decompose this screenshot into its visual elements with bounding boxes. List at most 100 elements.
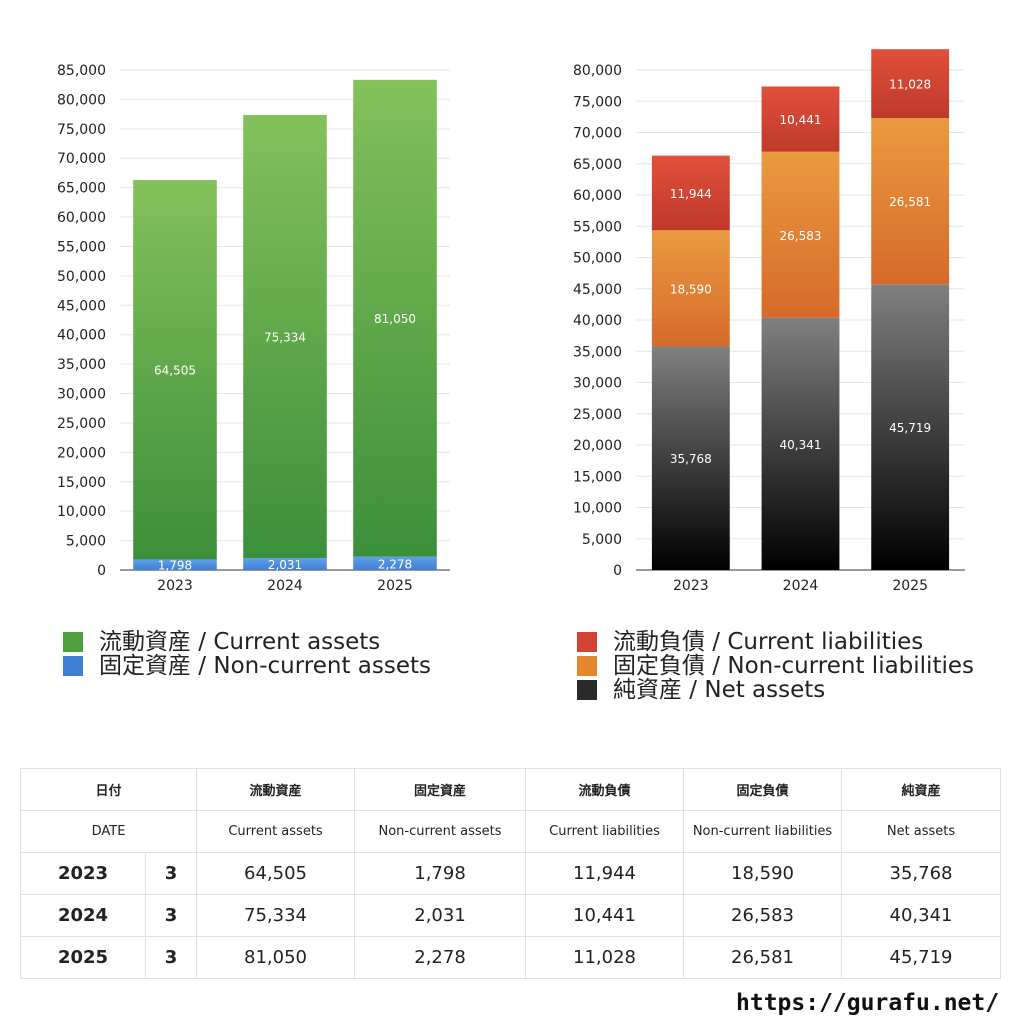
table-cell-month: 3 <box>144 852 198 895</box>
bar-segment <box>761 151 840 318</box>
table-cell: 40,341 <box>841 894 1002 937</box>
y-tick-label: 65,000 <box>57 181 106 197</box>
y-tick-label: 20,000 <box>573 438 622 454</box>
table-header-cell: 固定資産 <box>354 768 527 811</box>
legend-label: 固定負債 / Non-current liabilities <box>613 653 974 679</box>
data-label: 26,581 <box>889 195 931 209</box>
table-cell: 1,798 <box>354 852 527 895</box>
legend-swatch <box>577 656 597 676</box>
liabilities-legend: 流動負債 / Current liabilities 固定負債 / Non-cu… <box>577 630 974 702</box>
y-tick-label: 65,000 <box>573 157 622 173</box>
y-tick-label: 30,000 <box>573 376 622 392</box>
table-header-cell: 流動資産 <box>196 768 356 811</box>
data-label: 2,278 <box>378 557 412 571</box>
bar-segment <box>871 49 950 119</box>
bar-segment <box>761 317 840 570</box>
data-label: 45,719 <box>889 421 931 435</box>
x-tick-label: 2024 <box>783 578 819 594</box>
legend-swatch <box>63 656 83 676</box>
legend-label: 固定資産 / Non-current assets <box>99 653 432 679</box>
legend-item-current-liabilities: 流動負債 / Current liabilities <box>577 630 974 654</box>
bar-segment <box>133 179 217 560</box>
y-tick-label: 20,000 <box>57 445 106 461</box>
table-cell: 26,581 <box>683 936 843 979</box>
bar-segment <box>761 86 840 152</box>
liabilities-chart: 0 5,000 10,000 15,000 20,000 25,000 30,000 35,0… <box>573 49 965 594</box>
bar-segment <box>651 346 730 570</box>
source-url: https://gurafu.net/ <box>736 990 1000 1016</box>
y-tick-label: 40,000 <box>573 313 622 329</box>
table-header-cell: Non-current assets <box>354 810 527 853</box>
bar-segment <box>243 558 327 570</box>
table-header-row-jp: 日付 流動資産 固定資産 流動負債 固定負債 純資産 <box>19 768 1002 811</box>
table-cell-year: 2025 <box>20 936 146 979</box>
y-tick-label: 70,000 <box>57 151 106 167</box>
y-tick-label: 50,000 <box>573 251 622 267</box>
y-tick-label: 10,000 <box>573 501 622 517</box>
assets-legend: 流動資産 / Current assets 固定資産 / Non-current… <box>63 630 431 678</box>
table-cell: 2,278 <box>354 936 527 979</box>
y-tick-label: 0 <box>97 563 106 579</box>
x-tick-label: 2025 <box>892 578 928 594</box>
y-tick-label: 80,000 <box>57 92 106 108</box>
data-label: 11,944 <box>670 187 712 201</box>
table-row: 2023 3 64,505 1,798 11,944 18,590 35,768 <box>20 852 1002 895</box>
y-tick-label: 15,000 <box>57 475 106 491</box>
table-cell: 18,590 <box>683 852 843 895</box>
y-tick-label: 55,000 <box>573 219 622 235</box>
table-cell: 11,028 <box>525 936 685 979</box>
table-row: 2025 3 81,050 2,278 11,028 26,581 45,719 <box>20 936 1002 979</box>
legend-item-net-assets: 純資産 / Net assets <box>577 678 974 702</box>
y-tick-label: 35,000 <box>57 357 106 373</box>
table-cell: 81,050 <box>196 936 356 979</box>
y-tick-label: 75,000 <box>573 94 622 110</box>
bar-segment <box>651 230 730 347</box>
y-tick-label: 25,000 <box>57 416 106 432</box>
table-header-cell: 流動負債 <box>525 768 685 811</box>
y-tick-label: 80,000 <box>573 63 622 79</box>
y-tick-label: 70,000 <box>573 126 622 142</box>
table-header-cell: Current liabilities <box>525 810 685 853</box>
table-header-date-en: DATE <box>19 810 198 853</box>
table-row: 2024 3 75,334 2,031 10,441 26,583 40,341 <box>20 894 1002 937</box>
bar-segment <box>871 284 950 570</box>
table-header-cell: Non-current liabilities <box>683 810 843 853</box>
table-header-cell: Current assets <box>196 810 356 853</box>
bar-segment <box>353 79 437 557</box>
y-tick-label: 45,000 <box>57 298 106 314</box>
table-cell: 75,334 <box>196 894 356 937</box>
y-tick-label: 75,000 <box>57 122 106 138</box>
y-tick-label: 30,000 <box>57 387 106 403</box>
data-label: 10,441 <box>780 113 822 127</box>
legend-swatch <box>577 680 597 700</box>
legend-label: 流動負債 / Current liabilities <box>613 629 924 655</box>
y-tick-label: 45,000 <box>573 282 622 298</box>
table-header-date-jp: 日付 <box>19 768 198 811</box>
y-tick-label: 85,000 <box>57 63 106 79</box>
legend-swatch <box>577 632 597 652</box>
y-tick-label: 5,000 <box>66 534 106 550</box>
table-header-cell: Net assets <box>841 810 1002 853</box>
bar-segment <box>871 118 950 285</box>
data-label: 75,334 <box>264 330 306 344</box>
table-cell: 35,768 <box>841 852 1002 895</box>
y-tick-label: 0 <box>613 563 622 579</box>
legend-item-current-assets: 流動資産 / Current assets <box>63 630 431 654</box>
table-cell: 10,441 <box>525 894 685 937</box>
assets-chart: 0 5,000 10,000 15,000 20,000 25,000 30,000 35,0… <box>57 63 450 594</box>
table-cell-month: 3 <box>144 936 198 979</box>
y-tick-label: 55,000 <box>57 239 106 255</box>
y-tick-label: 25,000 <box>573 407 622 423</box>
data-label: 35,768 <box>670 452 712 466</box>
data-label: 18,590 <box>670 282 712 296</box>
table-cell: 26,583 <box>683 894 843 937</box>
bar-segment <box>133 559 217 570</box>
table-cell: 45,719 <box>841 936 1002 979</box>
data-label: 2,031 <box>268 558 302 572</box>
y-tick-label: 60,000 <box>57 210 106 226</box>
y-tick-label: 50,000 <box>57 269 106 285</box>
x-tick-label: 2023 <box>673 578 709 594</box>
legend-item-non-current-assets: 固定資産 / Non-current assets <box>63 654 431 678</box>
table-header-cell: 純資産 <box>841 768 1002 811</box>
x-tick-label: 2025 <box>377 578 413 594</box>
